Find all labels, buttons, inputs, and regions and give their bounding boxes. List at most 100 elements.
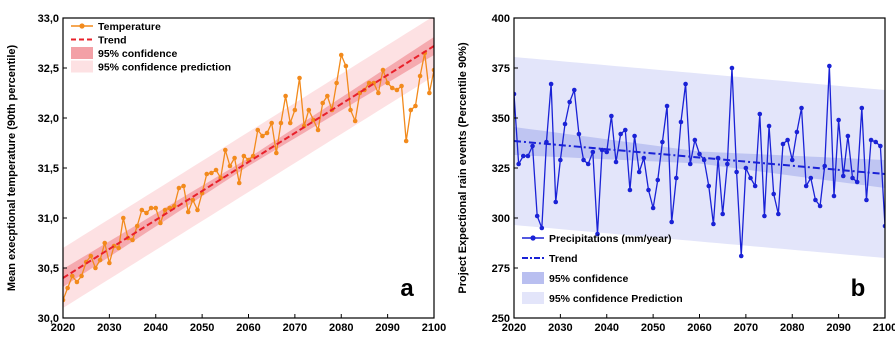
data-point [69,273,75,279]
y-tick-label: 30,5 [38,263,59,275]
data-point [97,257,103,263]
data-point [232,155,237,161]
data-point [366,80,372,86]
y-tick-label: 31,5 [38,163,59,175]
data-point [794,129,800,135]
data-point [297,75,302,81]
data-point [660,139,665,145]
trend-line [62,45,435,279]
data-point [836,117,841,123]
data-point [139,207,145,213]
data-point [120,215,126,221]
data-point [403,138,409,144]
x-tick-label: 2020 [502,322,526,334]
data-point [771,191,776,197]
x-tick-label: 2090 [826,322,850,334]
data-point [311,117,316,123]
data-point [650,205,656,211]
data-point [850,175,855,181]
data-point [581,157,586,163]
y-tick-label: 375 [492,63,510,75]
data-point [748,175,753,181]
x-tick-label: 2040 [144,322,168,334]
data-point [88,253,94,259]
x-tick-label: 2030 [97,322,121,334]
data-point [389,85,395,91]
data-point [204,171,210,177]
data-point [227,163,233,169]
data-point [334,80,339,86]
data-point [394,87,400,93]
data-point [65,285,70,291]
data-point [380,67,386,73]
x-tick-label: 2020 [51,322,75,334]
data-point [534,213,540,219]
data-point [287,120,293,126]
data-point [632,133,637,139]
y-tick-label: 350 [492,113,510,125]
x-tick-label: 2080 [780,322,804,334]
panel-label: a [400,275,414,302]
data-point [646,187,651,193]
data-point [306,107,312,113]
x-tick-label: 2080 [329,322,353,334]
data-point [153,205,159,211]
data-point [623,127,628,133]
data-point [813,197,818,203]
data-point [706,183,712,189]
data-point [803,183,809,189]
data-point [241,153,247,159]
y-tick-label: 32,5 [38,63,59,75]
legend-label-series: Precipitations (mm/year) [549,233,672,245]
data-point [130,237,135,243]
data-point [840,173,846,179]
legend-label-pi: 95% confidence prediction [98,62,231,74]
data-point [609,113,614,119]
data-point [269,120,274,126]
data-point [385,80,390,86]
data-point [343,63,349,69]
data-point [873,139,879,145]
data-point [172,203,177,209]
data-point [868,137,874,143]
data-point [348,107,353,113]
data-point [255,127,261,133]
data-point [664,103,670,109]
data-point [548,81,554,87]
legend-label-trend: Trend [98,35,127,47]
data-point [766,123,772,129]
data-point [525,153,531,159]
data-point [845,133,851,139]
y-tick-label: 250 [492,313,510,325]
legend-swatch-pi [522,292,544,304]
data-point [427,90,432,96]
legend-label-ci: 95% confidence [98,48,178,60]
data-point [408,107,414,113]
data-point [190,197,196,203]
data-point [283,93,288,99]
data-point [176,185,182,191]
data-point [595,231,600,237]
data-point [338,52,344,58]
data-point [571,87,577,93]
data-point [641,155,647,161]
data-point [144,210,149,216]
data-point [734,169,739,175]
data-point [678,119,684,125]
data-point [776,211,781,217]
y-tick-label: 275 [492,263,510,275]
data-point [604,149,610,155]
x-tick-label: 2050 [190,322,214,334]
data-point [292,107,298,113]
y-tick-label: 30,0 [38,313,59,325]
panel-label: b [851,275,866,302]
x-tick-label: 2090 [375,322,399,334]
data-point [530,143,535,149]
data-point [618,131,623,137]
trend-line [513,140,886,175]
data-point [553,199,559,205]
legend-swatch-ci [71,47,93,59]
data-point [320,100,326,106]
data-point [711,221,716,227]
data-point [264,130,270,136]
